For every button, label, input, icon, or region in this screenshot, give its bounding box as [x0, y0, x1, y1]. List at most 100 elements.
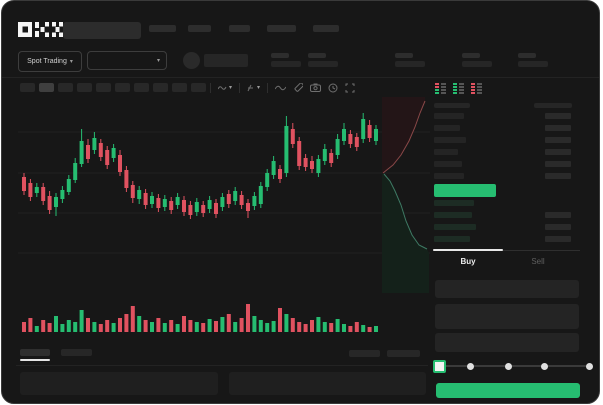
bid-row-price-bar[interactable] [434, 236, 470, 242]
book-both-icon[interactable] [434, 82, 447, 95]
timeframe-button[interactable] [39, 83, 54, 92]
nav-item-placeholder[interactable] [267, 25, 296, 32]
ask-row-size-bar[interactable] [545, 113, 571, 119]
volume-bar [156, 318, 161, 332]
nav-item-placeholder[interactable] [229, 25, 250, 32]
bid-row-price-bar[interactable] [434, 200, 474, 206]
ask-row-size-bar[interactable] [545, 149, 571, 155]
nav-item-placeholder[interactable] [188, 25, 211, 32]
pair-selector-dropdown[interactable]: ▾ [87, 51, 167, 70]
nav-item-placeholder[interactable] [313, 25, 339, 32]
fx-icon [247, 84, 254, 91]
book-bids-icon[interactable] [452, 82, 465, 95]
bid-row-size-bar[interactable] [545, 236, 571, 242]
volume-bar [92, 322, 97, 332]
candle-body [22, 177, 26, 191]
slider-step-dot[interactable] [505, 363, 512, 370]
candle-body [265, 173, 270, 187]
price-input[interactable] [435, 280, 579, 298]
depth-ask-area [382, 97, 425, 173]
history-clock-icon[interactable] [328, 83, 338, 93]
ask-row-price-bar[interactable] [434, 137, 466, 143]
volume-bar [290, 318, 295, 332]
orderbook-column-header-placeholder [534, 103, 572, 108]
amount-slider-handle[interactable] [433, 360, 446, 373]
total-input[interactable] [435, 333, 579, 352]
candle-body [207, 200, 212, 209]
candle-body [367, 125, 372, 138]
bottom-action-placeholder[interactable] [349, 350, 380, 357]
timeframe-button[interactable] [153, 83, 168, 92]
ask-row-size-bar[interactable] [545, 125, 571, 131]
timeframe-button[interactable] [58, 83, 73, 92]
ask-row-price-bar[interactable] [434, 113, 464, 119]
candle-body [86, 145, 90, 159]
ticker-value-placeholder [395, 61, 425, 67]
ticker-label-placeholder [462, 53, 480, 58]
timeframe-button[interactable] [115, 83, 130, 92]
candle-body [156, 198, 161, 208]
ask-row-price-bar[interactable] [434, 125, 460, 131]
ask-row-price-bar[interactable] [434, 161, 462, 167]
candle-body [105, 150, 110, 165]
candle-body [137, 190, 142, 199]
candle-body [316, 159, 321, 173]
slider-step-dot[interactable] [467, 363, 474, 370]
buy-submit-button[interactable] [436, 383, 580, 398]
tab-buy[interactable]: Buy [433, 255, 503, 268]
tab-sell[interactable]: Sell [503, 255, 573, 268]
ticker-value-placeholder [462, 61, 492, 67]
indicator-fx-dropdown[interactable]: ▾ [247, 84, 260, 92]
slider-step-dot[interactable] [541, 363, 548, 370]
bid-row-price-bar[interactable] [434, 224, 476, 230]
ask-row-size-bar[interactable] [545, 173, 571, 179]
chevron-down-icon: ▾ [156, 57, 160, 64]
nav-item-placeholder[interactable] [149, 25, 176, 32]
draw-pencil-icon[interactable] [293, 82, 304, 93]
volume-bar [233, 322, 238, 332]
chart-toolbar-icons: ▾ ▾ [210, 82, 355, 93]
bid-row-size-bar[interactable] [545, 224, 571, 230]
market-type-dropdown[interactable]: Spot Trading ▾ [18, 51, 82, 72]
timeframe-button[interactable] [77, 83, 92, 92]
candle-body [182, 200, 186, 212]
indicator-ma-dropdown[interactable]: ▾ [218, 84, 232, 91]
last-price-highlight [434, 184, 496, 197]
timeframe-button[interactable] [134, 83, 149, 92]
ask-row-size-bar[interactable] [545, 137, 571, 143]
timeframe-button[interactable] [20, 83, 35, 92]
candle-body [271, 161, 276, 175]
volume-bar [214, 321, 218, 332]
search-input[interactable] [63, 22, 141, 39]
candle-body [130, 185, 135, 198]
candlestick-chart[interactable] [16, 97, 432, 297]
candle-body [73, 163, 78, 180]
bid-row-price-bar[interactable] [434, 212, 472, 218]
bottom-tab-placeholder[interactable] [20, 349, 50, 356]
candle-body [169, 201, 174, 210]
candle-body [194, 202, 199, 212]
bid-row-size-bar[interactable] [545, 212, 571, 218]
timeframe-button[interactable] [172, 83, 187, 92]
amount-input[interactable] [435, 304, 579, 329]
ask-row-price-bar[interactable] [434, 173, 464, 179]
camera-snapshot-icon[interactable] [310, 83, 322, 92]
volume-bar [137, 316, 142, 332]
expand-fullscreen-icon[interactable] [345, 83, 355, 93]
timeframe-button[interactable] [191, 83, 206, 92]
ask-row-price-bar[interactable] [434, 149, 458, 155]
book-asks-icon[interactable] [470, 82, 483, 95]
amount-slider-track[interactable] [439, 365, 589, 367]
volume-bar [124, 314, 129, 332]
slider-step-dot[interactable] [586, 363, 593, 370]
bottom-action-placeholder[interactable] [387, 350, 420, 357]
volume-bar [79, 310, 84, 332]
timeframe-button[interactable] [96, 83, 111, 92]
bottom-divider [16, 365, 428, 366]
bottom-tab-placeholder[interactable] [61, 349, 92, 356]
line-style-icon[interactable] [275, 84, 287, 92]
volume-bar [175, 324, 180, 332]
candle-body [143, 193, 148, 205]
ask-row-size-bar[interactable] [545, 161, 571, 167]
